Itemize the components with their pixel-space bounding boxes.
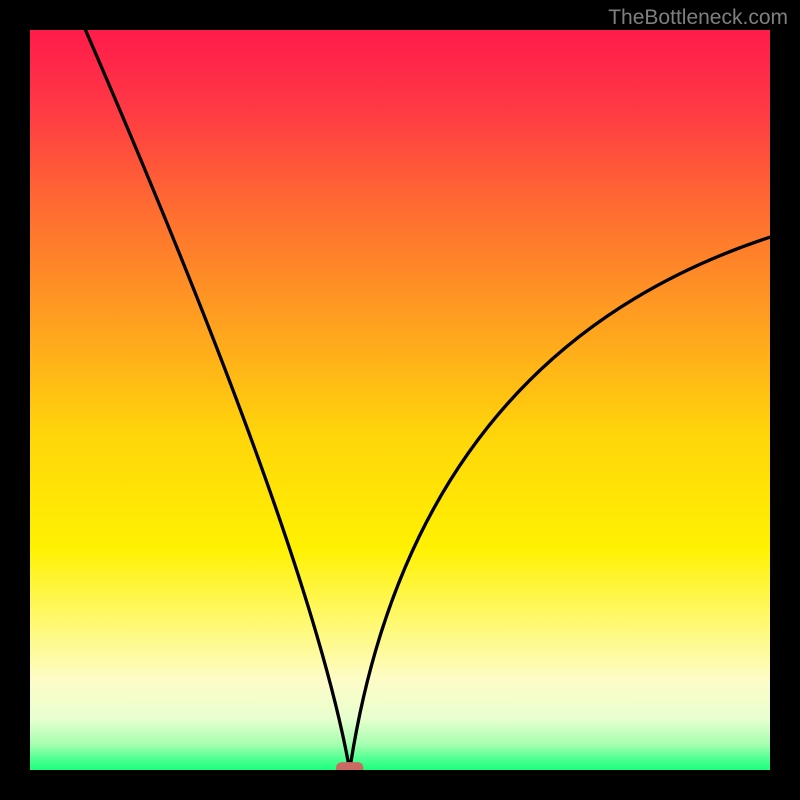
chart-container: TheBottleneck.com bbox=[0, 0, 800, 800]
attribution-watermark: TheBottleneck.com bbox=[608, 6, 788, 30]
bottleneck-chart-svg bbox=[30, 30, 770, 770]
gradient-background bbox=[30, 30, 770, 770]
plot-area bbox=[30, 30, 770, 770]
optimal-point-marker bbox=[336, 762, 363, 770]
